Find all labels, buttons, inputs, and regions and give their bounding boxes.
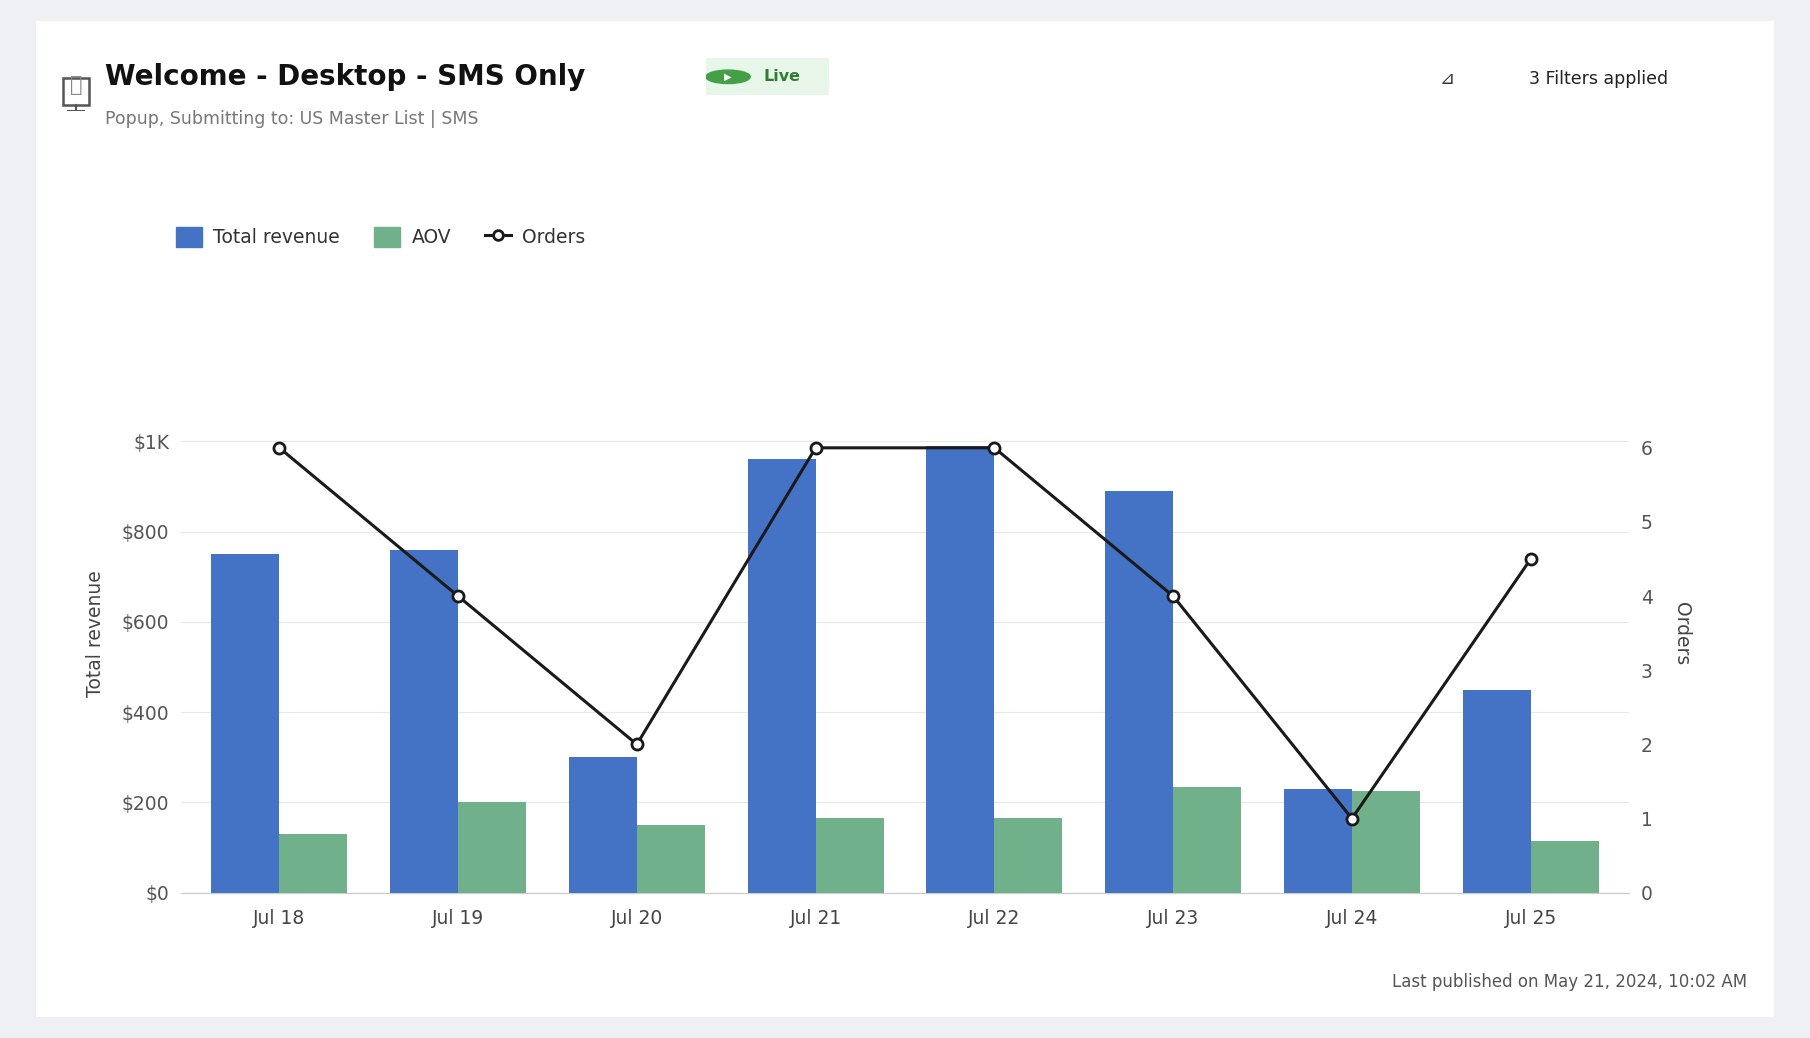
Bar [816, 818, 883, 893]
Text: 3 Filters applied: 3 Filters applied [1529, 70, 1669, 88]
Text: ⬜: ⬜ [71, 75, 81, 95]
Bar [927, 446, 994, 893]
Legend: Total revenue, AOV, Orders: Total revenue, AOV, Orders [176, 227, 585, 247]
Bar [212, 554, 279, 893]
Y-axis label: Total revenue: Total revenue [85, 570, 105, 696]
Bar [1173, 787, 1242, 893]
Bar [458, 802, 527, 893]
Text: Last published on May 21, 2024, 10:02 AM: Last published on May 21, 2024, 10:02 AM [1392, 974, 1747, 991]
Bar [391, 550, 458, 893]
Bar [1531, 841, 1598, 893]
Text: Popup, Submitting to: US Master List | SMS: Popup, Submitting to: US Master List | S… [105, 110, 478, 129]
Bar [1352, 791, 1419, 893]
Bar [1283, 789, 1352, 893]
FancyBboxPatch shape [1372, 51, 1768, 107]
FancyBboxPatch shape [697, 55, 838, 99]
Text: Welcome - Desktop - SMS Only: Welcome - Desktop - SMS Only [105, 63, 585, 90]
Bar [279, 834, 348, 893]
FancyBboxPatch shape [18, 10, 1792, 1028]
Text: Live: Live [764, 70, 800, 84]
Bar [1462, 689, 1531, 893]
Text: ⊿: ⊿ [1439, 70, 1453, 88]
Circle shape [706, 71, 749, 83]
Bar [994, 818, 1062, 893]
Y-axis label: Orders: Orders [1672, 602, 1691, 664]
Bar [568, 758, 637, 893]
Bar [637, 825, 704, 893]
Bar [1106, 491, 1173, 893]
Bar [748, 460, 816, 893]
Text: ▶: ▶ [724, 72, 731, 82]
